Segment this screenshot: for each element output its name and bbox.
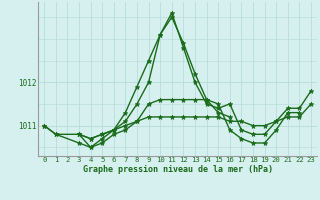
X-axis label: Graphe pression niveau de la mer (hPa): Graphe pression niveau de la mer (hPa) [83, 165, 273, 174]
